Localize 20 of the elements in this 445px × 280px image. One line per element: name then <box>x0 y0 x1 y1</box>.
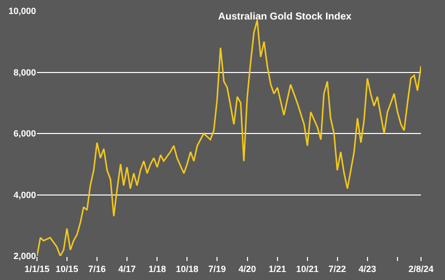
x-tick-label: 4/23 <box>358 264 376 274</box>
x-tick-label: 1/18 <box>148 264 166 274</box>
y-tick-label: 2,000 <box>13 251 36 262</box>
x-tick-label: 7/22 <box>328 264 346 274</box>
x-tick-label: 10/15 <box>56 264 78 274</box>
y-tick-label: 8,000 <box>13 67 36 78</box>
x-tick-label: 2/8/24 <box>408 264 434 274</box>
chart-title: Australian Gold Stock Index <box>218 12 352 23</box>
x-tick-label: 1/21 <box>268 264 286 274</box>
x-tick-label: 4/20 <box>238 264 256 274</box>
x-tick-label: 10/21 <box>296 264 319 274</box>
line-series <box>37 19 421 256</box>
x-tick-label: 7/16 <box>88 264 106 274</box>
y-tick-label: 6,000 <box>13 128 36 139</box>
x-tick-label: 4/17 <box>118 264 136 274</box>
y-tick-label: 4,000 <box>13 190 36 200</box>
x-tick-label: 1/1/15 <box>24 264 50 274</box>
x-tick-label: 7/19 <box>208 264 226 274</box>
x-tick-label: 10/18 <box>176 264 198 274</box>
y-tick-label: 10,000 <box>8 6 36 16</box>
